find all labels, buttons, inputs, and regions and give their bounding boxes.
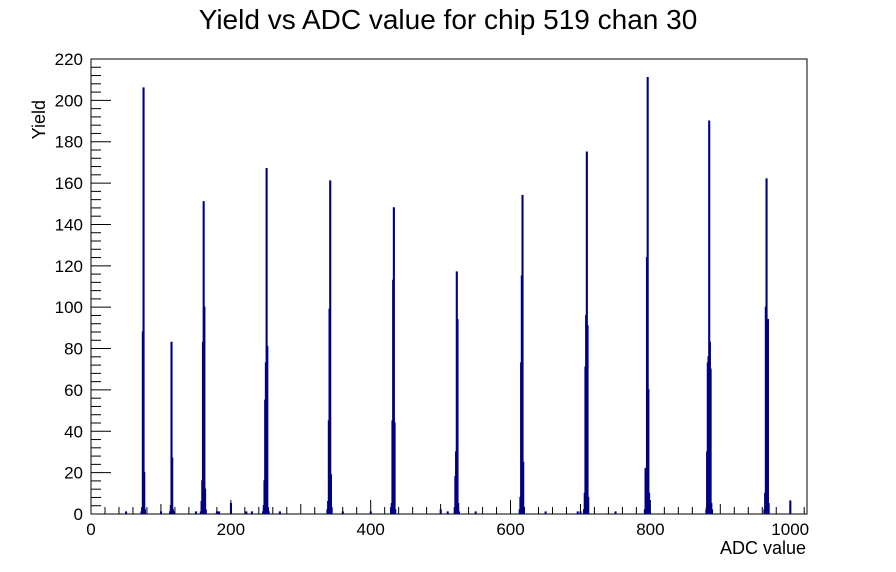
histogram-bin — [194, 511, 198, 514]
y-axis-title: Yield — [29, 100, 49, 139]
histogram-bin — [767, 503, 770, 514]
histogram-bin — [143, 509, 146, 514]
histogram-bin — [439, 509, 442, 514]
histogram-bin — [393, 422, 396, 514]
histogram-bin — [215, 511, 219, 514]
histogram-bin — [203, 306, 206, 514]
x-tick-label: 400 — [357, 520, 385, 539]
histogram-bin — [171, 457, 174, 514]
x-axis-title: ADC value — [720, 538, 806, 558]
histogram-bin — [614, 511, 617, 514]
histogram-bin — [245, 511, 248, 514]
y-tick-label: 80 — [64, 340, 83, 359]
y-tick-label: 160 — [55, 174, 83, 193]
chart-title: Yield vs ADC value for chip 519 chan 30 — [198, 4, 698, 35]
histogram-bin — [329, 180, 332, 514]
x-tick-label: 600 — [496, 520, 524, 539]
y-tick-label: 180 — [55, 133, 83, 152]
histogram-bin — [710, 503, 713, 514]
histogram-bin — [576, 511, 579, 514]
y-tick-label: 120 — [55, 257, 83, 276]
y-tick-label: 20 — [64, 464, 83, 483]
y-axis: 0 20 40 60 80 100 120 140 160 180 200 220 — [55, 50, 111, 524]
histogram-bin — [766, 318, 769, 514]
x-tick-label: 800 — [636, 520, 664, 539]
histogram-bin — [229, 503, 232, 514]
histogram-bin — [522, 461, 525, 514]
y-tick-label: 140 — [55, 215, 83, 234]
histogram-bin — [143, 472, 146, 514]
histogram-bin — [544, 511, 547, 514]
x-tick-label: 1000 — [771, 520, 809, 539]
histogram-bin — [172, 511, 175, 514]
histogram-bin — [647, 389, 650, 514]
histogram-bin — [250, 511, 253, 514]
histogram-bin — [329, 474, 332, 514]
histogram-bin — [204, 509, 207, 514]
histogram-bin — [579, 511, 582, 514]
histogram-bin — [586, 325, 589, 514]
histogram-bin — [789, 500, 792, 514]
x-axis: 0 200 400 600 800 1000 — [86, 500, 809, 539]
y-tick-label: 40 — [64, 422, 83, 441]
histogram-bin — [159, 511, 163, 514]
histogram-bin — [648, 509, 651, 514]
plot-frame — [90, 58, 808, 515]
histogram-bin — [474, 511, 477, 514]
histogram-bin — [646, 77, 649, 514]
histogram-bin — [522, 509, 525, 514]
histogram-bin — [341, 511, 344, 514]
histogram-bin — [278, 511, 281, 514]
histogram-bin — [266, 507, 270, 514]
histogram-bin — [369, 511, 372, 514]
histogram-bin — [204, 488, 207, 514]
histogram-bin — [265, 168, 268, 514]
y-tick-label: 100 — [55, 298, 83, 317]
histogram-bin — [587, 496, 590, 514]
y-tick-label: 220 — [55, 50, 83, 69]
histogram-bars — [125, 77, 792, 514]
histogram-bin — [267, 511, 270, 514]
histogram-bin — [456, 318, 459, 514]
histogram-bin — [457, 503, 460, 514]
histogram-bin — [521, 194, 524, 514]
histogram-bin — [708, 120, 711, 514]
histogram-bin — [266, 345, 269, 514]
histogram-bin — [125, 511, 128, 514]
histogram-bin — [218, 511, 221, 514]
histogram-bin — [446, 511, 449, 514]
histogram-bin — [394, 509, 397, 514]
histogram-bin — [457, 511, 460, 514]
y-tick-label: 0 — [74, 505, 83, 524]
histogram-bin — [648, 492, 651, 514]
x-tick-label: 200 — [217, 520, 245, 539]
histogram-bin — [392, 207, 395, 514]
histogram-bin — [710, 509, 714, 514]
y-tick-label: 200 — [55, 91, 83, 110]
histogram-bin — [170, 341, 173, 514]
x-tick-label: 0 — [86, 520, 95, 539]
histogram-bin — [330, 507, 333, 514]
y-tick-label: 60 — [64, 381, 83, 400]
histogram-bin — [709, 368, 712, 514]
histogram-bin — [142, 87, 145, 514]
